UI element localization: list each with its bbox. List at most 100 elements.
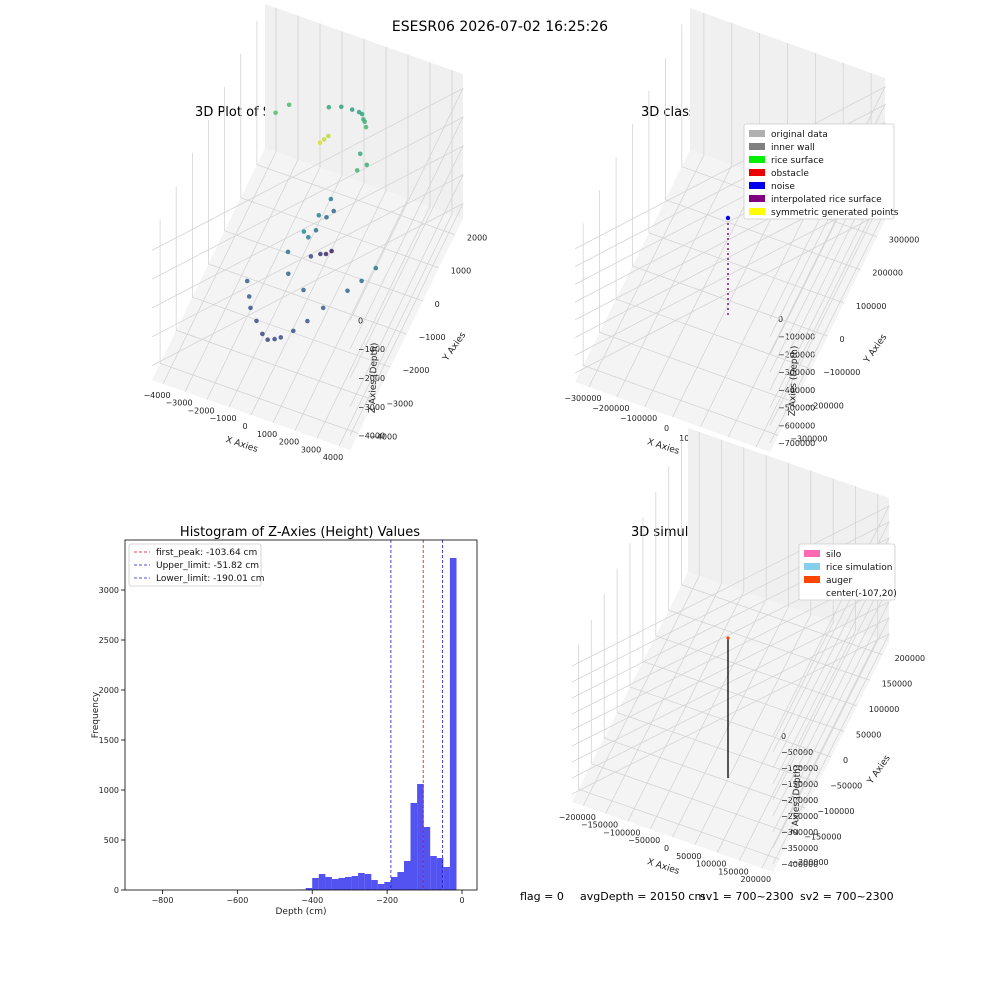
x-gridline [605,439,722,814]
x-tick-label: 200000 [741,875,772,884]
simulation-legend-swatch [804,563,820,570]
z-tick-label: −500000 [778,404,815,413]
x-gridline [588,13,705,388]
y-gridline [655,491,857,707]
x-gridline [694,470,812,845]
x-tick-label: 3000 [301,445,321,454]
histogram-bar [377,884,385,890]
x-tick-label: −200000 [559,813,596,822]
z-tick-label: −400000 [781,860,818,869]
y-gridline [632,124,828,337]
histogram-bar [364,874,372,890]
histogram-bar [331,879,339,890]
z-tick-label: 0 [781,732,786,741]
classify-legend-label: original data [771,130,828,140]
scatter-point [359,111,365,117]
classify-legend-label: noise [771,182,795,192]
figure-suptitle: ESESR06 2026-07-02 16:25:26 [392,19,608,35]
x-tick-label: −100000 [620,414,657,423]
x-gridline [250,39,365,416]
scatter-point [363,124,369,130]
z-tick-label: −150000 [781,780,818,789]
simulation-legend-swatch [804,576,820,583]
raw3d-plot: −4000−3000−2000−100001000200030004000−40… [143,4,487,462]
y-tick-label: −200000 [791,858,828,867]
x-tick-label: 100000 [696,860,727,869]
y-gridline [208,120,407,335]
scatter-point [318,251,323,257]
y-tick-label: 200000 [895,654,926,663]
hist-legend-label: Lower_limit: -190.01 cm [156,574,264,584]
scatter-point [373,265,379,271]
x-tick-label: −4000 [143,391,170,400]
scatter-point [244,278,250,284]
histogram-bar [338,878,345,890]
x-gridline [228,31,343,408]
y-gridline [629,543,832,758]
hist-legend-label: Upper_limit: -51.82 cm [156,561,259,571]
histogram-bar [423,827,431,890]
y-tick-label: 0 [114,886,119,895]
footer-sv2: sv2 = 700~2300 [800,890,894,903]
x-tick-label: −2000 [187,406,214,415]
x-tick-label: 50000 [676,852,701,861]
histogram-bar [430,856,437,890]
z-gridline [571,521,890,753]
y-gridline [175,186,375,401]
z-axis-label: Z Axies (Depth) [791,765,803,836]
histogram-bar [351,876,359,890]
y-tick-label: 1500 [99,736,119,745]
y-tick-label: 0 [840,335,845,344]
classify-legend-swatch [749,195,765,202]
x-tick-label: 0 [242,422,247,431]
simulation-legend-frame [798,543,896,601]
histogram-bar [436,858,444,890]
scatter-point [339,104,344,110]
x-gridline [206,23,321,400]
x-tick-label: −600 [226,896,248,905]
x-tick-label: 4000 [323,453,343,462]
histogram-bar [325,877,332,890]
simulation-legend-swatch [804,550,820,557]
x-tick-label: 2000 [279,438,299,447]
y-tick-label: −3000 [386,399,413,408]
x-tick-label: −100000 [603,828,640,837]
histogram-bar [371,880,378,890]
z-tick-label: −1000 [358,345,385,354]
x-tick-label: −150000 [581,821,618,830]
histogram-bar [443,867,450,890]
histogram-bar [358,873,365,890]
scatter-point [321,137,327,142]
z-gridline [574,85,886,320]
x-tick-label: −50000 [628,836,660,845]
scatter-point [331,208,337,214]
histogram-bar [404,861,411,890]
hist-legend-label: first_peak: -103.64 cm [156,548,257,558]
y-tick-label: −1000 [419,333,446,342]
scatter-point [286,271,291,277]
histogram-bar [312,878,319,890]
classify-legend-frame [743,123,895,220]
y-tick-label: 100000 [869,705,900,714]
z-gridline [151,116,464,350]
y-tick-label: −2000 [402,366,429,375]
y-gridline [615,157,812,370]
plot-frame [124,539,478,891]
classify-legend-label: interpolated rice surface [771,195,882,205]
y-gridline [191,153,391,368]
hist-title: Histogram of Z-Axies (Height) Values [180,525,420,540]
scatter-point [324,215,329,220]
scatter-point [317,140,323,146]
y-tick-label: 3000 [99,586,119,595]
y-tick-label: 2500 [99,636,119,645]
scatter-point [359,278,364,284]
footer-avg-depth: avgDepth = 20150 cm [580,890,705,903]
x-gridline [294,54,409,431]
scatter-point [345,288,350,294]
scatter-point [364,162,370,168]
x-axis-label: X Axies [224,435,259,455]
x-gridline [716,478,834,853]
z-tick-label: −300000 [778,368,815,377]
y-gridline [603,594,806,809]
y-gridline [224,86,423,302]
